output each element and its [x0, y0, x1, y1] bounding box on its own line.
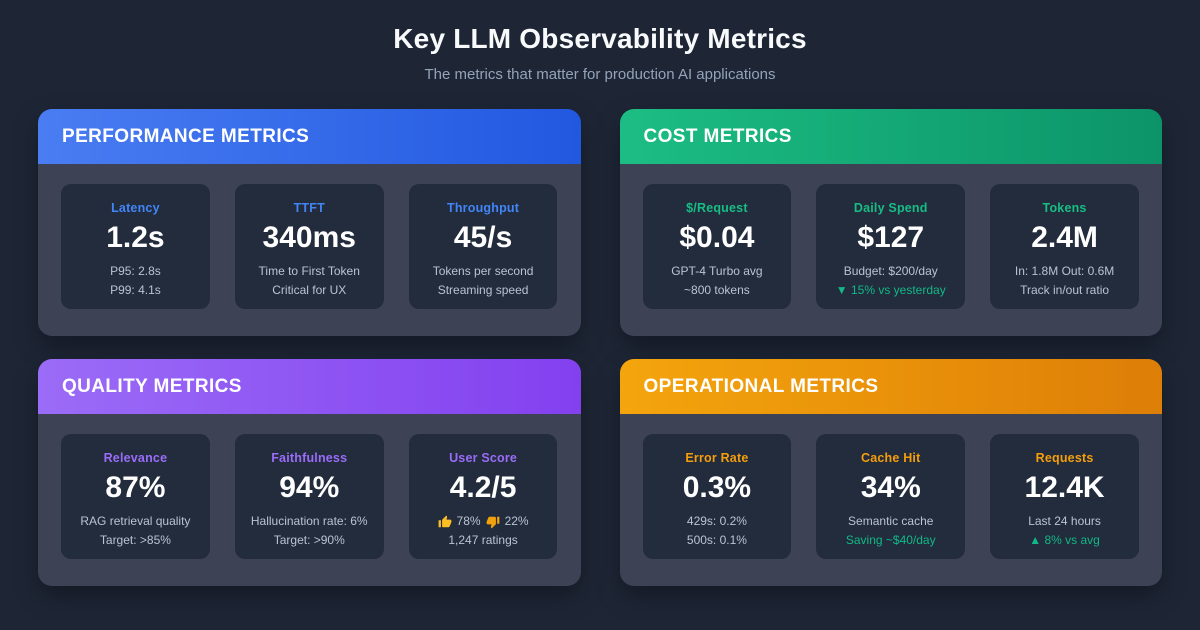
metric-value-faithfulness: 94% — [279, 471, 340, 504]
thumbs-down-icon — [486, 515, 500, 529]
card-cost-metrics: COST METRICS $/Request $0.04 GPT-4 Turbo… — [619, 109, 1162, 336]
metric-label-faithfulness: Faithfulness — [271, 451, 348, 465]
metric-label-user-score: User Score — [449, 451, 518, 465]
quality-card-header: QUALITY METRICS — [38, 359, 581, 414]
metric-label-latency: Latency — [111, 201, 160, 215]
metric-value-cache-hit: 34% — [860, 471, 921, 504]
thumbs-up-icon — [438, 515, 452, 529]
metric-sub-latency-1: P95: 2.8s — [110, 264, 161, 278]
metric-tile-cache-hit: Cache Hit 34% Semantic cache Saving ~$40… — [816, 434, 966, 559]
cost-card-header: COST METRICS — [619, 109, 1162, 164]
metric-value-throughput: 45/s — [453, 221, 513, 254]
metric-value-tokens: 2.4M — [1031, 221, 1098, 254]
metric-tile-relevance: Relevance 87% RAG retrieval quality Targ… — [61, 434, 210, 559]
metric-tile-cost-per-request: $/Request $0.04 GPT-4 Turbo avg ~800 tok… — [642, 184, 792, 309]
metric-value-relevance: 87% — [105, 471, 166, 504]
card-operational-metrics: OPERATIONAL METRICS Error Rate 0.3% 429s… — [619, 359, 1162, 586]
metric-label-error-rate: Error Rate — [685, 451, 749, 465]
metric-tile-error-rate: Error Rate 0.3% 429s: 0.2% 500s: 0.1% — [642, 434, 792, 559]
metric-sub-faithfulness-1: Hallucination rate: 6% — [250, 514, 368, 528]
metric-sub-error-rate-1: 429s: 0.2% — [686, 514, 747, 528]
thumbs-up-percent: 78% — [456, 514, 481, 528]
operational-card-header: OPERATIONAL METRICS — [619, 359, 1162, 414]
metric-value-latency: 1.2s — [106, 221, 165, 254]
metric-sub-cache-hit-1: Semantic cache — [848, 514, 934, 528]
metric-tile-throughput: Throughput 45/s Tokens per second Stream… — [408, 184, 558, 309]
cost-card-title: COST METRICS — [643, 125, 792, 147]
metric-label-cache-hit: Cache Hit — [861, 451, 921, 465]
cost-card-body: $/Request $0.04 GPT-4 Turbo avg ~800 tok… — [619, 164, 1162, 336]
metric-value-user-score: 4.2/5 — [449, 471, 517, 504]
metric-label-ttft: TTFT — [293, 201, 325, 215]
metric-sub-faithfulness-2: Target: >90% — [273, 533, 345, 547]
metric-tile-ttft: TTFT 340ms Time to First Token Critical … — [234, 184, 384, 309]
metric-trend-daily-spend: ▼ 15% vs yesterday — [835, 283, 946, 297]
performance-card-body: Latency 1.2s P95: 2.8s P99: 4.1s TTFT 34… — [38, 164, 581, 336]
metric-trend-cache-hit: Saving ~$40/day — [845, 533, 936, 547]
metric-sub-throughput-2: Streaming speed — [437, 283, 529, 297]
metric-value-daily-spend: $127 — [857, 221, 925, 254]
metric-tile-user-score: User Score 4.2/5 78% 22% 1,247 ratings — [408, 434, 558, 559]
metric-sub-tokens-1: In: 1.8M Out: 0.6M — [1014, 264, 1115, 278]
metric-sub-latency-2: P99: 4.1s — [110, 283, 161, 297]
metric-sub-tokens-2: Track in/out ratio — [1020, 283, 1110, 297]
metric-tile-requests: Requests 12.4K Last 24 hours ▲ 8% vs avg — [990, 434, 1139, 559]
metric-label-requests: Requests — [1035, 451, 1094, 465]
metric-trend-requests: ▲ 8% vs avg — [1029, 533, 1100, 547]
metric-sub-daily-spend-1: Budget: $200/day — [843, 264, 938, 278]
metric-label-tokens: Tokens — [1042, 201, 1087, 215]
thumbs-down-percent: 22% — [504, 514, 529, 528]
metric-sub-error-rate-2: 500s: 0.1% — [686, 533, 747, 547]
metric-label-relevance: Relevance — [103, 451, 168, 465]
metric-sub-ttft-2: Critical for UX — [272, 283, 347, 297]
operational-card-title: OPERATIONAL METRICS — [643, 375, 879, 397]
metric-value-error-rate: 0.3% — [682, 471, 752, 504]
performance-card-title: PERFORMANCE METRICS — [62, 125, 310, 147]
user-score-breakdown: 78% 22% — [415, 512, 552, 531]
metric-tile-latency: Latency 1.2s P95: 2.8s P99: 4.1s — [61, 184, 210, 309]
metric-tile-tokens: Tokens 2.4M In: 1.8M Out: 0.6M Track in/… — [990, 184, 1139, 309]
metric-sub-requests-1: Last 24 hours — [1028, 514, 1101, 528]
quality-card-body: Relevance 87% RAG retrieval quality Targ… — [38, 414, 581, 586]
metric-sub-relevance-1: RAG retrieval quality — [80, 514, 191, 528]
metrics-grid: PERFORMANCE METRICS Latency 1.2s P95: 2.… — [38, 109, 1162, 586]
operational-card-body: Error Rate 0.3% 429s: 0.2% 500s: 0.1% Ca… — [619, 414, 1162, 586]
metric-sub-throughput-1: Tokens per second — [432, 264, 534, 278]
quality-card-title: QUALITY METRICS — [62, 375, 242, 397]
card-quality-metrics: QUALITY METRICS Relevance 87% RAG retrie… — [38, 359, 581, 586]
performance-card-header: PERFORMANCE METRICS — [38, 109, 581, 164]
metric-tile-faithfulness: Faithfulness 94% Hallucination rate: 6% … — [234, 434, 384, 559]
metric-sub-ttft-1: Time to First Token — [258, 264, 360, 278]
card-performance-metrics: PERFORMANCE METRICS Latency 1.2s P95: 2.… — [38, 109, 581, 336]
metric-sub-relevance-2: Target: >85% — [99, 533, 171, 547]
page-header: Key LLM Observability Metrics The metric… — [0, 0, 1200, 83]
page-title: Key LLM Observability Metrics — [393, 23, 807, 54]
metric-sub-cost-per-request-2: ~800 tokens — [684, 283, 750, 297]
metric-sub-user-score-2: 1,247 ratings — [448, 533, 518, 547]
metric-tile-daily-spend: Daily Spend $127 Budget: $200/day ▼ 15% … — [816, 184, 966, 309]
metric-label-cost-per-request: $/Request — [686, 201, 748, 215]
metric-value-requests: 12.4K — [1024, 471, 1105, 504]
metric-label-daily-spend: Daily Spend — [853, 201, 928, 215]
metric-value-cost-per-request: $0.04 — [679, 221, 755, 254]
metric-value-ttft: 340ms — [262, 221, 356, 254]
metric-sub-cost-per-request-1: GPT-4 Turbo avg — [671, 264, 763, 278]
metric-label-throughput: Throughput — [447, 201, 520, 215]
page-subtitle: The metrics that matter for production A… — [424, 66, 776, 83]
